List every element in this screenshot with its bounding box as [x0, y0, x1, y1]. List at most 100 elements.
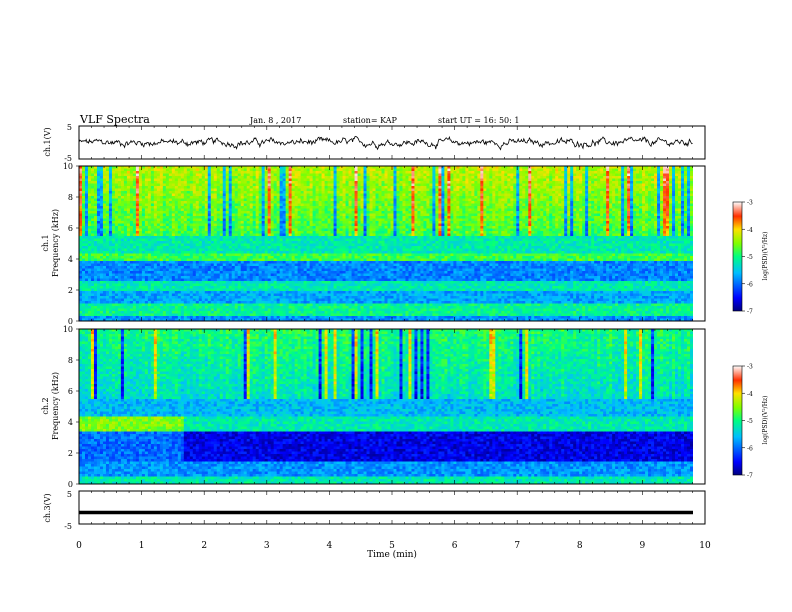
spectrogram-cell — [270, 186, 275, 189]
spectrogram-cell — [117, 183, 122, 187]
spectrogram-cell — [123, 223, 128, 227]
spectrogram-cell — [123, 318, 128, 322]
spectrogram-cell — [79, 228, 83, 232]
spectrogram-cell — [207, 186, 212, 189]
spectrogram-cell — [315, 306, 320, 309]
spectrogram-cell — [288, 308, 293, 312]
spectrogram-cell — [156, 261, 161, 264]
spectrogram-cell — [207, 193, 212, 197]
spectrogram-cell — [183, 251, 188, 254]
spectrogram-cell — [156, 181, 161, 184]
spectrogram-cell — [207, 173, 212, 177]
spectrogram-cell — [150, 271, 155, 274]
spectrogram-cell — [177, 178, 182, 182]
spectrogram-cell — [144, 191, 149, 194]
spectrogram-cell — [303, 216, 308, 219]
spectrogram-cell — [309, 293, 314, 297]
spectrogram-cell — [225, 238, 230, 242]
spectrogram-cell — [147, 256, 152, 259]
spectrogram-cell — [180, 311, 185, 314]
spectrogram-cell — [237, 241, 242, 244]
spectrogram-cell — [126, 251, 131, 254]
spectrogram-cell — [297, 218, 302, 222]
spectrogram-cell — [90, 251, 95, 254]
spectrogram-cell — [192, 196, 197, 199]
spectrogram-cell — [93, 253, 98, 257]
spectrogram-cell — [210, 266, 215, 269]
spectrogram-cell — [108, 296, 113, 299]
spectrogram-cell — [138, 306, 143, 309]
spectrogram-cell — [255, 313, 260, 317]
spectrogram-cell — [303, 226, 308, 229]
spectrogram-cell — [219, 278, 224, 282]
spectrogram-cell — [279, 176, 284, 179]
spectrogram-cell — [282, 318, 287, 322]
spectrogram-cell — [186, 268, 191, 272]
spectrogram-cell — [297, 253, 302, 257]
spectrogram-cell — [267, 288, 272, 292]
spectrogram-cell — [129, 291, 134, 294]
spectrogram-cell — [123, 188, 128, 192]
spectrogram-cell — [111, 253, 116, 257]
spectrogram-cell — [210, 236, 215, 239]
spectrogram-cell — [240, 268, 245, 272]
spectrogram-cell — [141, 316, 146, 319]
spectrogram-cell — [267, 273, 272, 277]
spectrogram-cell — [207, 271, 212, 274]
spectrogram-cell — [150, 201, 155, 204]
spectrogram-cell — [144, 206, 149, 209]
spectrogram-cell — [228, 256, 233, 259]
spectrogram-cell — [198, 226, 203, 229]
spectrogram-cell — [279, 241, 284, 244]
spectrogram-cell — [168, 243, 173, 247]
spectrogram-cell — [318, 176, 323, 179]
spectrogram-cell — [159, 246, 164, 249]
spectrogram-cell — [204, 218, 209, 222]
spectrogram-cell — [225, 181, 230, 184]
spectrogram-cell — [156, 253, 161, 257]
spectrogram-cell — [126, 293, 131, 297]
spectrogram-cell — [120, 313, 125, 317]
spectrogram-cell — [84, 218, 89, 222]
spectrogram-cell — [309, 216, 314, 219]
spectrogram-cell — [231, 261, 236, 264]
spectrogram-cell — [258, 208, 263, 212]
spectrogram-cell — [225, 256, 230, 259]
spectrogram-cell — [102, 186, 107, 189]
spectrogram-cell — [297, 231, 302, 234]
spectrogram-cell — [300, 256, 305, 259]
spectrogram-cell — [264, 306, 269, 309]
spectrogram-cell — [231, 278, 236, 282]
spectrogram-cell — [303, 308, 308, 312]
spectrogram-cell — [261, 206, 266, 209]
spectrogram-cell — [138, 276, 143, 279]
spectrogram-cell — [150, 288, 155, 292]
spectrogram-cell — [222, 238, 227, 242]
spectrogram-cell — [87, 183, 92, 187]
spectrogram-cell — [300, 186, 305, 189]
spectrogram-cell — [147, 288, 152, 292]
spectrogram-cell — [219, 236, 224, 239]
spectrogram-cell — [246, 176, 251, 179]
spectrogram-cell — [150, 311, 155, 314]
spectrogram-cell — [198, 291, 203, 294]
spectrogram-cell — [315, 266, 320, 269]
spectrogram-cell — [240, 231, 245, 234]
spectrogram-cell — [82, 263, 86, 267]
spectrogram-cell — [228, 218, 233, 222]
spectrogram-cell — [255, 196, 260, 199]
spectrogram-cell — [252, 268, 257, 272]
spectrogram-cell — [288, 203, 293, 207]
ch1-waveform-ylabel: ch.1(V) — [43, 127, 52, 156]
spectrogram-cell — [297, 313, 302, 317]
spectrogram-cell — [285, 206, 290, 209]
spectrogram-cell — [114, 283, 119, 287]
spectrogram-cell — [225, 178, 230, 182]
spectrogram-cell — [168, 256, 173, 259]
spectrogram-cell — [180, 276, 185, 279]
spectrogram-cell — [294, 228, 299, 232]
spectrogram-cell — [210, 196, 215, 199]
spectrogram-cell — [79, 291, 83, 294]
spectrogram-cell — [165, 191, 170, 194]
spectrogram-cell — [82, 201, 86, 204]
